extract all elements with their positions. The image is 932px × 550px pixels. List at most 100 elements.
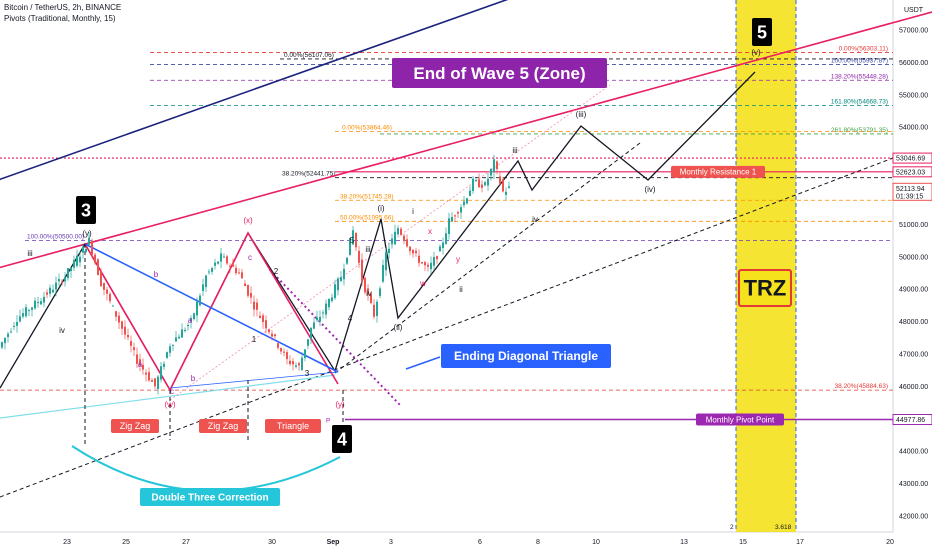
candle-body — [169, 346, 171, 353]
candle-body — [28, 310, 30, 312]
fib-level-label: 50.00%(51095.66) — [340, 214, 394, 221]
candle-body — [196, 301, 198, 316]
wave-label: (ii) — [394, 323, 403, 332]
x-tick-label: 23 — [63, 539, 71, 546]
candle-body — [313, 322, 315, 329]
candle-body — [388, 248, 390, 254]
candle-body — [391, 238, 393, 245]
price-badge — [892, 166, 932, 178]
zigzag1-label: Zig Zag — [120, 421, 151, 431]
resistance-trendline — [0, 11, 932, 269]
candle-body — [472, 178, 474, 191]
candle-body — [406, 239, 408, 247]
candle-body — [340, 277, 342, 282]
candle-body — [40, 301, 42, 305]
candle-body — [262, 315, 264, 323]
candle-body — [442, 242, 444, 249]
end-of-wave5-title-box — [392, 58, 607, 88]
candle-body — [172, 344, 174, 346]
candle-body — [49, 287, 51, 294]
diagonal-lower-dotted — [269, 269, 401, 406]
wave3-label: 3 — [81, 200, 91, 220]
candle-body — [55, 282, 57, 290]
candle-body — [256, 302, 258, 310]
y-tick-label: 44000.00 — [899, 449, 928, 456]
candles — [1, 154, 510, 395]
candle-body — [232, 262, 234, 267]
candle-body — [505, 191, 507, 195]
candle-body — [25, 307, 27, 317]
candle-body — [433, 257, 435, 266]
candle-body — [22, 313, 24, 317]
y-tick-label: 56000.00 — [899, 60, 928, 67]
candle-body — [412, 249, 414, 254]
wave-label: (w) — [164, 400, 175, 409]
wave-label: iii — [27, 249, 33, 258]
candle-body — [265, 320, 267, 329]
price-badge-timer: 01:39:15 — [896, 193, 923, 200]
candle-body — [478, 179, 480, 188]
candle-body — [76, 256, 78, 266]
candle-body — [484, 182, 486, 186]
candle-body — [448, 218, 450, 234]
wave-label: (v) — [751, 48, 761, 57]
candle-body — [286, 352, 288, 360]
candle-body — [328, 298, 330, 308]
candle-body — [280, 348, 282, 352]
candle-body — [58, 278, 60, 282]
candle-body — [175, 337, 177, 342]
candle-body — [184, 329, 186, 332]
cyan-base-line — [0, 374, 336, 419]
y-tick-label: 49000.00 — [899, 287, 928, 294]
candle-body — [118, 315, 120, 323]
candle-body — [61, 281, 63, 283]
correction-path — [84, 231, 339, 392]
candle-body — [376, 301, 378, 317]
candle-body — [493, 159, 495, 173]
fib-level-label: 38.20%(51745.28) — [340, 193, 394, 200]
candle-body — [148, 372, 150, 381]
wave-label: 3 — [305, 369, 310, 378]
candle-body — [94, 254, 96, 263]
ending-diagonal-label: Ending Diagonal Triangle — [454, 349, 598, 363]
candle-body — [424, 262, 426, 266]
candle-body — [157, 376, 159, 389]
candle-body — [283, 351, 285, 353]
fib-level-label: 261.80%(53791.35) — [831, 127, 888, 134]
zigzag2-label: Zig Zag — [208, 421, 239, 431]
candle-body — [397, 228, 399, 235]
candle-body — [247, 284, 249, 296]
candle-body — [16, 322, 18, 326]
candle-body — [253, 301, 255, 310]
pivots-indicator-label[interactable]: Pivots (Traditional, Monthly, 15) — [4, 14, 116, 23]
candle-body — [100, 271, 102, 287]
wave-label: (y) — [335, 400, 345, 409]
candle-body — [88, 237, 90, 245]
monthly-resistance-label: Monthly Resistance 1 — [680, 168, 757, 177]
x-tick-label: 13 — [680, 539, 688, 546]
candle-body — [289, 360, 291, 365]
candle-body — [241, 272, 243, 279]
wave-counts: (x)(w) (y)(y)(i)(ii)(iii)(iv)(v)iiiiviiii… — [27, 48, 761, 409]
wave-label: a — [188, 316, 193, 325]
trz-box — [738, 269, 792, 307]
end-of-wave5-title-label: End of Wave 5 (Zone) — [413, 64, 585, 83]
candle-body — [229, 265, 231, 267]
candle-body — [190, 317, 192, 322]
candle-body — [199, 295, 201, 306]
x-tick-label: 20 — [886, 539, 894, 546]
candle-body — [7, 333, 9, 338]
candle-body — [421, 262, 423, 264]
candle-body — [46, 292, 48, 295]
candle-body — [217, 261, 219, 264]
wave4-box — [332, 425, 352, 453]
candle-body — [271, 333, 273, 337]
candle-body — [166, 352, 168, 358]
candle-body — [91, 240, 93, 255]
candle-body — [85, 248, 87, 253]
candle-body — [415, 250, 417, 254]
candle-body — [445, 233, 447, 244]
trz-label: TRZ — [744, 276, 787, 301]
candle-body — [103, 282, 105, 290]
